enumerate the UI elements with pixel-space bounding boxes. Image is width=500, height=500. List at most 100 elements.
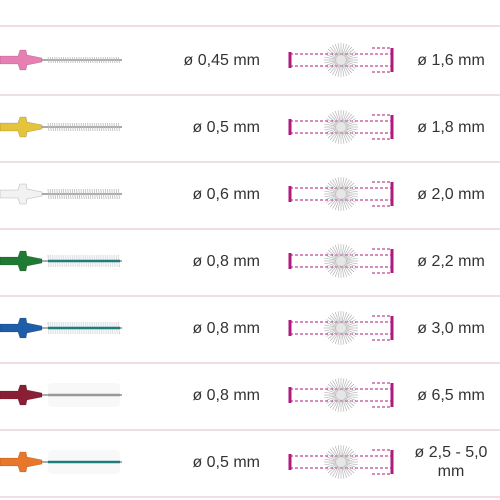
brush-diameter: ø 6,5 mm <box>417 386 485 404</box>
bristle <box>60 188 63 200</box>
bristle <box>80 56 83 64</box>
bristle <box>56 56 59 64</box>
bristle <box>49 122 52 132</box>
bristle <box>71 188 74 200</box>
bristle <box>74 122 76 132</box>
bristle <box>52 122 54 132</box>
burst-core <box>336 457 346 467</box>
bristle <box>63 122 65 132</box>
wire-diameter: ø 0,5 mm <box>192 454 260 471</box>
bristle <box>118 56 120 64</box>
bristle <box>78 188 81 200</box>
burst-core <box>336 323 346 333</box>
bristle <box>85 122 87 132</box>
bristle <box>115 188 118 200</box>
bristle <box>60 122 63 132</box>
bristle <box>100 188 103 200</box>
brush-handle <box>0 183 43 205</box>
bristle <box>96 122 98 132</box>
bristle <box>115 56 118 64</box>
wire-diameter: ø 0,5 mm <box>192 119 260 136</box>
bristle <box>98 122 100 132</box>
bristle <box>67 188 70 200</box>
brush-diameter: ø 1,8 mm <box>417 118 485 136</box>
bristle <box>111 56 114 64</box>
brush-diameter: ø 1,6 mm <box>417 51 485 69</box>
bristle <box>63 188 65 200</box>
wire-diameter: ø 0,8 mm <box>192 387 260 404</box>
bristle <box>76 56 78 64</box>
bristle <box>98 56 100 64</box>
bristle <box>111 122 114 132</box>
bristle <box>109 56 111 64</box>
bristle <box>96 188 98 200</box>
brush-handle <box>0 451 43 473</box>
bristle <box>60 56 63 64</box>
burst-core <box>336 390 346 400</box>
burst-core <box>336 55 346 65</box>
bristle <box>93 122 96 132</box>
bristle <box>56 188 59 200</box>
bristle <box>71 122 74 132</box>
bristle <box>74 56 76 64</box>
bristle <box>67 56 70 64</box>
bristle <box>52 188 54 200</box>
bristle <box>54 188 56 200</box>
bristle <box>85 188 87 200</box>
bristle <box>78 122 81 132</box>
brush-handle <box>0 250 43 272</box>
bristle <box>65 188 67 200</box>
bristle <box>104 188 107 200</box>
bristle <box>80 188 83 200</box>
brush-handle <box>0 116 43 138</box>
bristle <box>118 188 120 200</box>
bristle <box>69 56 72 64</box>
bristle <box>67 122 70 132</box>
bristle <box>82 122 85 132</box>
brush-handle <box>0 49 43 71</box>
bristle <box>100 122 103 132</box>
bristle <box>74 188 76 200</box>
bristle <box>82 56 85 64</box>
wire-diameter: ø 0,6 mm <box>192 186 260 203</box>
bristle <box>47 122 50 132</box>
wire-diameter: ø 0,45 mm <box>183 52 260 69</box>
bristle <box>100 56 103 64</box>
bristle <box>98 188 100 200</box>
brush-handle <box>0 317 43 339</box>
bristle <box>87 188 89 200</box>
bristle <box>80 122 83 132</box>
brush-diameter: ø 3,0 mm <box>417 319 485 337</box>
bristle <box>107 188 109 200</box>
bristle <box>89 188 92 200</box>
bristle <box>102 56 105 64</box>
bristle <box>54 56 56 64</box>
bristle <box>107 122 109 132</box>
burst-core <box>336 189 346 199</box>
bristle <box>58 188 61 200</box>
bristle <box>109 122 111 132</box>
bristle <box>102 188 105 200</box>
bristle <box>91 56 94 64</box>
bristle <box>76 122 78 132</box>
bristle <box>52 56 54 64</box>
bristle <box>115 122 118 132</box>
bristle <box>76 188 78 200</box>
brush-diameter: ø 2,2 mm <box>417 252 485 270</box>
bristle <box>89 56 92 64</box>
bristle <box>87 56 89 64</box>
burst-core <box>336 122 346 132</box>
bristle <box>104 122 107 132</box>
bristle <box>89 122 92 132</box>
bristle <box>63 56 65 64</box>
bristle <box>47 188 50 200</box>
bristle <box>109 188 111 200</box>
bristle <box>104 56 107 64</box>
bristle <box>78 56 81 64</box>
bristle <box>49 56 52 64</box>
bristle <box>113 188 116 200</box>
bristle <box>107 56 109 64</box>
bristle <box>65 122 67 132</box>
